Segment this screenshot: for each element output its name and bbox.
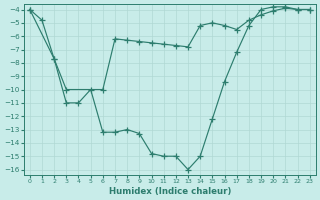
X-axis label: Humidex (Indice chaleur): Humidex (Indice chaleur)	[108, 187, 231, 196]
